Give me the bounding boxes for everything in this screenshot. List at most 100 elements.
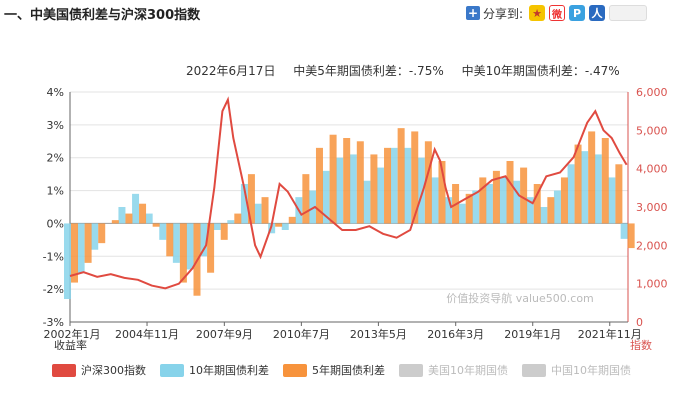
bar-10y [553, 190, 561, 224]
legend-item-us10y[interactable]: 美国10年期国债 [399, 362, 508, 378]
bar-5y [560, 177, 568, 224]
bar-10y [336, 157, 344, 224]
weibo-icon[interactable]: 微 [549, 5, 566, 21]
more-share-button[interactable] [609, 5, 648, 21]
legend-swatch [52, 363, 76, 377]
bar-10y [608, 177, 616, 224]
x-tick-label: 2019年1月 [504, 327, 561, 341]
bar-10y [581, 151, 589, 224]
info-spread10: 中美10年期国债利差：-.47% [461, 64, 620, 78]
y-left-tick-label: 3% [47, 119, 64, 132]
bar-10y [322, 170, 330, 224]
bar-5y [588, 131, 596, 224]
bar-10y [417, 157, 425, 224]
bar-10y [445, 197, 453, 224]
bar-5y [424, 141, 432, 224]
plus-icon[interactable]: + [466, 6, 480, 20]
bar-10y [472, 190, 480, 224]
y-right-tick-label: 0 [636, 316, 643, 329]
y-right-axis-label: 指数 [630, 338, 652, 350]
y-right-tick-label: 2,000 [636, 239, 668, 252]
x-tick-label: 2016年3月 [427, 327, 484, 341]
bar-5y [288, 216, 296, 224]
bar-5y [492, 170, 500, 224]
bar-5y [125, 213, 133, 224]
bar-5y [627, 223, 635, 249]
share-bar: + 分享到: ★ 微 P 人 [466, 3, 651, 23]
legend-label: 美国10年期国债 [428, 364, 508, 377]
y-left-tick-label: 1% [47, 185, 64, 198]
bar-5y [98, 223, 106, 244]
bar-10y [145, 213, 153, 224]
legend-item-hs300[interactable]: 沪深300指数 [52, 362, 146, 378]
bar-10y [594, 154, 602, 224]
bar-5y [465, 193, 473, 224]
x-tick-label: 2004年11月 [115, 327, 179, 341]
bar-5y [384, 147, 392, 224]
bar-10y [526, 197, 534, 224]
bar-10y [64, 223, 71, 299]
legend-item-10y[interactable]: 10年期国债利差 [160, 362, 269, 378]
x-tick-label: 2007年9月 [196, 327, 253, 341]
bar-5y [533, 184, 541, 224]
bar-10y [132, 193, 140, 224]
bar-5y [261, 197, 269, 224]
watermark: 价值投资导航 value500.com [446, 291, 594, 305]
bar-10y [118, 207, 126, 224]
bar-10y [620, 223, 628, 239]
bar-10y [213, 223, 221, 230]
legend-label: 沪深300指数 [81, 364, 146, 377]
bar-5y [179, 223, 187, 283]
bar-5y [84, 223, 92, 263]
x-tick-label: 2002年1月 [44, 327, 101, 341]
bar-5y [329, 134, 337, 224]
legend-item-cn10y[interactable]: 中国10年期国债 [522, 362, 631, 378]
bar-5y [574, 144, 582, 224]
bar-5y [111, 220, 119, 224]
info-spread5: 中美5年期国债利差：-.75% [293, 64, 444, 78]
x-tick-label: 2010年7月 [273, 327, 330, 341]
y-left-tick-label: -2% [43, 283, 64, 296]
bar-10y [254, 203, 262, 224]
bar-5y [411, 131, 419, 224]
y-left-tick-label: -1% [43, 250, 64, 263]
y-left-tick-label: -3% [43, 316, 64, 329]
bar-5y [247, 174, 255, 224]
qzone-icon[interactable]: ★ [529, 5, 546, 21]
chart-legend: 沪深300指数 10年期国债利差 5年期国债利差 美国10年期国债 中国10年期… [52, 362, 645, 378]
bar-10y [513, 180, 521, 224]
bar-10y [377, 167, 385, 224]
bar-10y [200, 223, 208, 257]
bar-10y [240, 184, 248, 224]
info-date: 2022年6月17日 [186, 64, 276, 78]
bar-10y [485, 184, 493, 224]
bar-10y [390, 147, 398, 224]
x-unit-label: 收益率 [54, 338, 87, 350]
bar-5y [71, 223, 78, 283]
bar-5y [275, 223, 283, 227]
legend-label: 中国10年期国债 [551, 364, 631, 377]
bar-5y [234, 213, 242, 224]
bar-5y [601, 138, 609, 224]
bar-10y [172, 223, 180, 263]
y-left-tick-label: 0% [47, 217, 64, 230]
spread-chart: 4% 3% 2% 1% 0% -1% -2% -3% 6,000 5,000 4,000 3,000 2… [43, 86, 668, 350]
y-right-tick-label: 6,000 [636, 86, 668, 99]
bar-5y [139, 203, 147, 224]
y-right-tick-label: 1,000 [636, 278, 668, 291]
bar-5y [370, 154, 378, 224]
bar-5y [220, 223, 228, 240]
bar-10y [540, 207, 548, 224]
renren-icon[interactable]: 人 [589, 5, 606, 21]
y-right-tick-label: 5,000 [636, 124, 668, 137]
bar-10y [349, 154, 357, 224]
bar-10y [281, 223, 289, 230]
share-label: 分享到: [483, 6, 524, 21]
bar-5y [152, 223, 160, 227]
bar-10y [227, 220, 235, 224]
bar-5y [302, 174, 310, 224]
legend-item-5y[interactable]: 5年期国债利差 [283, 362, 385, 378]
series-line-hs300 [69, 96, 628, 290]
pengyou-icon[interactable]: P [569, 5, 586, 21]
bar-10y [431, 177, 439, 224]
